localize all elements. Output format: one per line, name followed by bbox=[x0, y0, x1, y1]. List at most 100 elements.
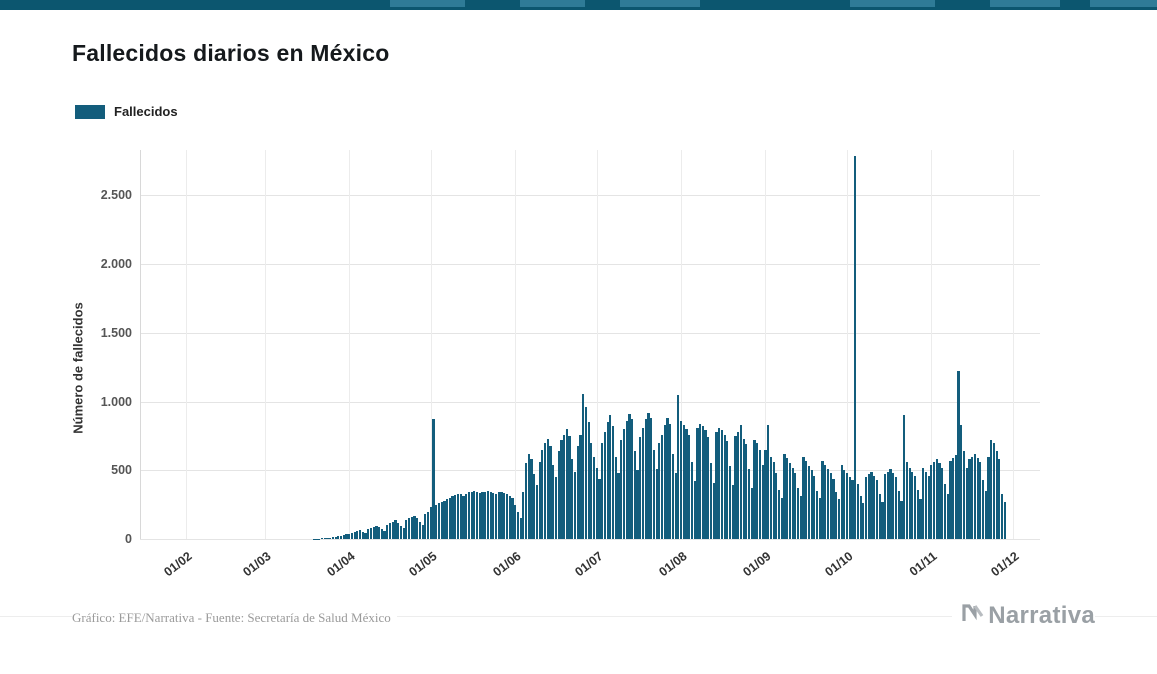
bar bbox=[462, 495, 465, 539]
bar bbox=[609, 415, 612, 539]
bar bbox=[628, 413, 631, 539]
bar bbox=[976, 457, 979, 539]
bar bbox=[650, 418, 653, 539]
top-banner-segment bbox=[620, 0, 700, 7]
bar bbox=[843, 470, 846, 539]
bar bbox=[416, 517, 419, 539]
bar bbox=[500, 491, 503, 539]
bar bbox=[331, 537, 334, 539]
narrativa-icon bbox=[960, 600, 988, 631]
bar bbox=[984, 490, 987, 539]
bar bbox=[1001, 493, 1004, 539]
bar bbox=[541, 449, 544, 539]
bar bbox=[397, 522, 400, 539]
x-tick-label: 01/09 bbox=[740, 549, 775, 580]
legend-label: Fallecidos bbox=[114, 104, 178, 119]
chart-title: Fallecidos diarios en México bbox=[72, 40, 390, 66]
bar bbox=[728, 466, 732, 539]
bar bbox=[990, 440, 993, 539]
bar bbox=[603, 431, 607, 539]
bar bbox=[660, 434, 664, 539]
bar bbox=[459, 494, 462, 539]
bar bbox=[734, 435, 737, 539]
bar bbox=[418, 521, 422, 539]
bar bbox=[658, 442, 661, 539]
bar bbox=[666, 418, 669, 539]
bar bbox=[554, 477, 558, 539]
bar bbox=[399, 525, 402, 539]
y-axis-line bbox=[140, 150, 141, 539]
bar bbox=[788, 463, 792, 539]
bar bbox=[489, 492, 492, 539]
bar bbox=[835, 492, 838, 539]
bar bbox=[625, 420, 628, 539]
bar bbox=[612, 426, 615, 539]
bar bbox=[511, 498, 514, 539]
bar bbox=[750, 488, 753, 539]
bar bbox=[1003, 501, 1006, 539]
y-gridline bbox=[140, 264, 1040, 265]
y-tick-label: 2.000 bbox=[100, 257, 132, 271]
bar bbox=[913, 475, 917, 539]
x-gridline bbox=[349, 150, 351, 539]
bar bbox=[682, 424, 685, 539]
bar bbox=[538, 462, 541, 539]
bar bbox=[981, 479, 985, 539]
y-gridline bbox=[140, 470, 1040, 472]
y-tick-label: 2.500 bbox=[100, 188, 132, 203]
bar bbox=[427, 511, 430, 539]
bar bbox=[590, 442, 593, 539]
bar bbox=[971, 456, 974, 539]
bar bbox=[742, 438, 745, 539]
bar bbox=[826, 468, 830, 539]
y-gridline bbox=[140, 332, 1040, 334]
narrativa-logo[interactable]: Narrativa bbox=[952, 600, 1095, 631]
bar bbox=[688, 434, 691, 539]
bar bbox=[818, 497, 821, 539]
bar bbox=[777, 489, 781, 539]
bar bbox=[486, 490, 490, 539]
y-tick-label: 1.500 bbox=[100, 325, 132, 340]
bar bbox=[935, 459, 938, 539]
bar bbox=[492, 492, 495, 539]
bar bbox=[364, 532, 367, 539]
bar bbox=[315, 538, 318, 539]
bar bbox=[318, 538, 321, 539]
bar bbox=[889, 468, 892, 539]
bar bbox=[799, 496, 802, 539]
bar bbox=[429, 507, 432, 539]
bar bbox=[720, 430, 723, 539]
bar bbox=[579, 434, 582, 539]
bar bbox=[339, 535, 343, 539]
bar bbox=[894, 477, 898, 539]
bar bbox=[949, 460, 952, 539]
bar bbox=[582, 394, 585, 539]
bar bbox=[383, 530, 386, 539]
bar bbox=[954, 455, 957, 539]
bar bbox=[522, 492, 525, 539]
bar bbox=[484, 491, 487, 539]
bar bbox=[816, 490, 819, 539]
bar bbox=[685, 429, 688, 539]
top-banner-segment bbox=[520, 0, 585, 7]
bar bbox=[495, 493, 498, 539]
bar bbox=[372, 526, 375, 539]
bar bbox=[946, 493, 949, 539]
bar bbox=[707, 437, 710, 539]
bar bbox=[723, 434, 726, 539]
bar bbox=[794, 473, 797, 539]
bar bbox=[908, 467, 911, 539]
bar bbox=[348, 533, 351, 539]
bar bbox=[647, 412, 650, 539]
bar bbox=[701, 426, 704, 539]
bar bbox=[884, 474, 887, 539]
bar bbox=[312, 538, 315, 539]
bar bbox=[622, 429, 626, 539]
bar bbox=[378, 527, 381, 539]
bar bbox=[505, 494, 509, 539]
bar bbox=[410, 517, 413, 539]
x-gridline bbox=[1013, 150, 1014, 539]
bar bbox=[639, 437, 642, 539]
y-gridline bbox=[140, 195, 1040, 197]
